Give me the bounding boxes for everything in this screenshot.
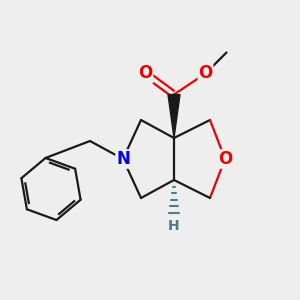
Text: N: N <box>116 150 130 168</box>
Text: O: O <box>218 150 232 168</box>
Polygon shape <box>168 94 180 138</box>
Text: O: O <box>138 64 153 82</box>
Text: H: H <box>168 219 180 232</box>
Text: O: O <box>198 64 213 82</box>
